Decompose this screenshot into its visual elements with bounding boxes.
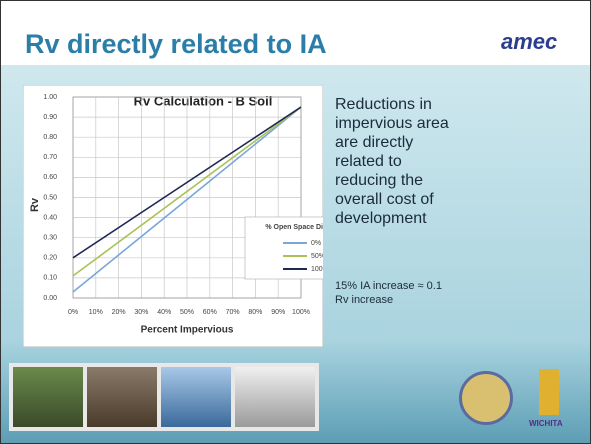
y-tick-label: 0.70 <box>43 154 57 161</box>
city-logo <box>539 369 559 415</box>
series-line <box>72 106 302 293</box>
x-tick-label: 50% <box>180 309 194 316</box>
x-tick-label: 0% <box>68 309 78 316</box>
photo <box>87 367 157 427</box>
y-tick-label: 0.30 <box>43 235 57 242</box>
x-tick-label: 80% <box>248 309 262 316</box>
legend-label: 0% <box>311 240 321 247</box>
slide-title: Rv directly related to IA <box>25 29 327 59</box>
photo <box>161 367 231 427</box>
photo <box>235 367 315 427</box>
chart-title: Rv Calculation - B Soil <box>134 93 273 108</box>
y-tick-label: 1.00 <box>43 94 57 101</box>
y-tick-label: 0.50 <box>43 194 57 201</box>
body-text: Reductions in impervious area are direct… <box>335 96 449 227</box>
y-tick-label: 0.00 <box>43 295 57 302</box>
seal-logo <box>459 371 513 425</box>
photo <box>13 367 83 427</box>
y-axis-label: Rv <box>29 197 41 212</box>
y-tick-label: 0.40 <box>43 214 57 221</box>
x-axis-label: Percent Impervious <box>141 325 234 336</box>
x-tick-label: 40% <box>157 309 171 316</box>
plot-frame <box>72 96 302 299</box>
footer-logo-text: WICHITA <box>529 419 563 428</box>
logo: amec <box>501 29 558 54</box>
legend-title: % Open Space Disturbed <box>265 224 323 231</box>
y-tick-label: 0.10 <box>43 275 57 282</box>
y-tick-label: 0.80 <box>43 134 57 141</box>
x-tick-label: 30% <box>134 309 148 316</box>
x-tick-label: 60% <box>203 309 217 316</box>
x-tick-label: 100% <box>292 309 310 316</box>
x-tick-label: 20% <box>112 309 126 316</box>
legend-label: 100% <box>311 266 323 273</box>
note-text: 15% IA increase ≈ 0.1 Rv increase <box>335 280 442 306</box>
y-tick-label: 0.60 <box>43 174 57 181</box>
y-tick-label: 0.90 <box>43 114 57 121</box>
legend-label: 50% <box>311 253 323 260</box>
series-line <box>72 106 302 277</box>
x-tick-label: 10% <box>89 309 103 316</box>
x-tick-label: 70% <box>226 309 240 316</box>
x-tick-label: 90% <box>271 309 285 316</box>
series-line <box>72 106 302 259</box>
chart: Rv Calculation - B Soil Rv Percent Imper… <box>23 85 323 347</box>
y-tick-label: 0.20 <box>43 255 57 262</box>
